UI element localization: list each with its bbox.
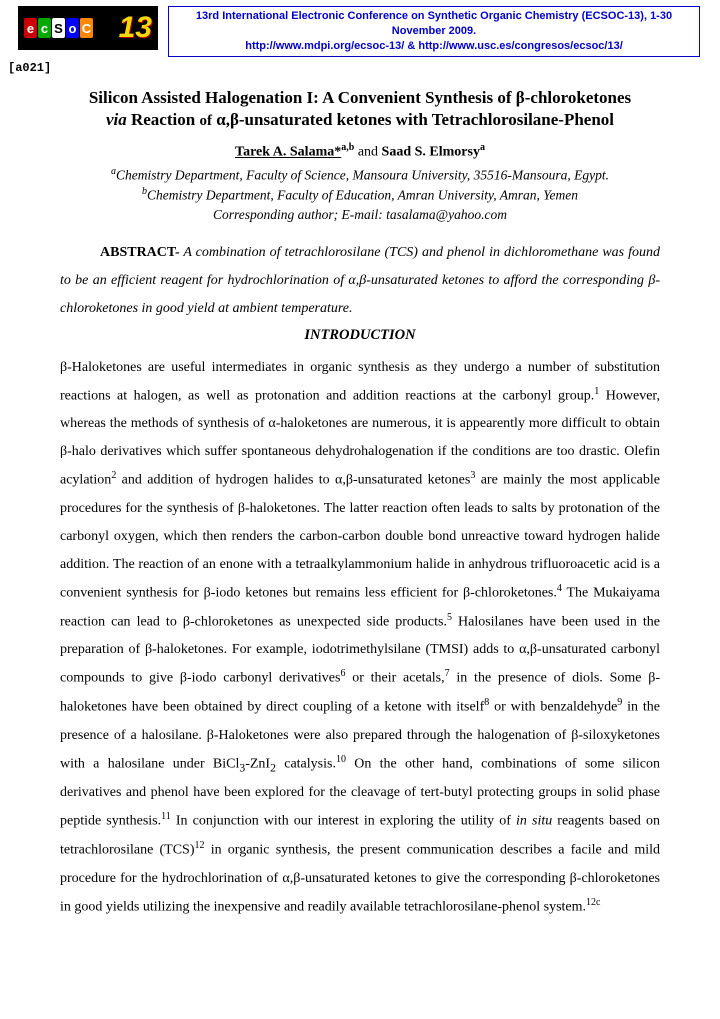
logo-letter-o: o (66, 18, 79, 38)
author-second-sup: a (480, 142, 485, 153)
title-line1: Silicon Assisted Halogenation I: A Conve… (89, 88, 631, 107)
author-and: and (354, 145, 381, 160)
banner-link-2[interactable]: http://www.usc.es/congresos/ecsoc/13/ (418, 40, 622, 52)
title-line2b: α,β-unsaturated ketones with Tetrachloro… (212, 110, 614, 129)
affil-b: Chemistry Department, Faculty of Educati… (147, 188, 578, 203)
title-via: via (106, 110, 127, 129)
author-main: Tarek A. Salama* (235, 145, 341, 160)
logo-letter-s: S (52, 18, 65, 38)
paper-title: Silicon Assisted Halogenation I: A Conve… (60, 87, 660, 133)
title-line2a: Reaction (127, 110, 200, 129)
logo-letter-e: e (24, 18, 37, 38)
banner-link-1[interactable]: http://www.mdpi.org/ecsoc-13/ (245, 40, 404, 52)
introduction-paragraph: β-Haloketones are useful intermediates i… (60, 354, 660, 922)
section-introduction: INTRODUCTION (60, 327, 660, 344)
logo-letters: e c S o C (24, 18, 93, 38)
banner-line1: 13rd International Electronic Conference… (196, 10, 672, 37)
title-of: of (199, 113, 212, 129)
authors: Tarek A. Salama*a,b and Saad S. Elmorsya (60, 142, 660, 161)
ecsoc-logo: e c S o C 13 (18, 6, 158, 50)
logo-letter-c: c (38, 18, 51, 38)
affiliations: aChemistry Department, Faculty of Scienc… (60, 165, 660, 225)
paper-id: [a021] (0, 59, 720, 75)
affil-a: Chemistry Department, Faculty of Science… (116, 168, 609, 183)
logo-letter-c2: C (80, 18, 93, 38)
abstract-label: ABSTRACT- (100, 245, 180, 260)
header-row: e c S o C 13 13rd International Electron… (0, 0, 720, 59)
banner-sep: & (404, 40, 418, 52)
author-main-sup: a,b (341, 142, 354, 153)
abstract: ABSTRACT- A combination of tetrachlorosi… (60, 239, 660, 323)
content-area: Silicon Assisted Halogenation I: A Conve… (0, 75, 720, 962)
conference-banner: 13rd International Electronic Conference… (168, 6, 700, 57)
logo-number: 13 (119, 13, 152, 43)
author-second: Saad S. Elmorsy (382, 145, 480, 160)
affil-corr: Corresponding author; E-mail: tasalama@y… (213, 207, 507, 222)
